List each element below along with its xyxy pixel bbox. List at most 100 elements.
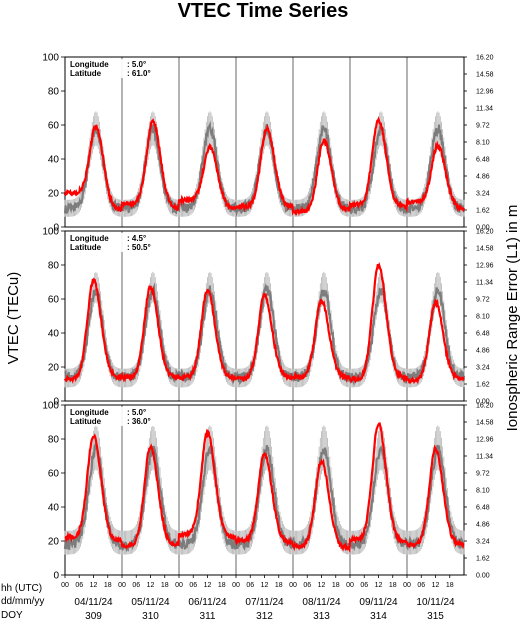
x-axis: 00 06 12 18 04/11/24 309 00 06 12 18 05/11/24 310 00… bbox=[1, 575, 455, 622]
y2-tick-label: 14.58 bbox=[476, 72, 494, 79]
doy-label: 313 bbox=[313, 611, 330, 622]
y2-tick-label: 6.48 bbox=[476, 505, 490, 512]
x-row-label: dd/mm/yy bbox=[1, 596, 44, 607]
y2-tick-label: 0.00 bbox=[476, 225, 490, 232]
longitude-value: : 4.5° bbox=[127, 234, 146, 243]
hour-tick-label: 18 bbox=[275, 582, 283, 589]
y2-tick-label: 1.62 bbox=[476, 556, 490, 563]
longitude-value: : 5.0° bbox=[127, 60, 146, 69]
y2-tick-label: 4.86 bbox=[476, 348, 490, 355]
longitude-label: Longitude bbox=[70, 408, 109, 417]
doy-label: 309 bbox=[85, 611, 102, 622]
vtec-series-line bbox=[64, 422, 465, 554]
y2-tick-label: 12.96 bbox=[476, 89, 494, 96]
panel-1: 0 20 40 60 80 100 0.00 1.62 3.24 4.86 6.48 8.10 9.72… bbox=[42, 53, 493, 234]
hour-tick-label: 18 bbox=[332, 582, 340, 589]
y-tick-label: 40 bbox=[48, 329, 60, 340]
y-tick-label: 60 bbox=[48, 295, 60, 306]
y2-tick-label: 4.86 bbox=[476, 174, 490, 181]
y-tick-label: 100 bbox=[42, 53, 59, 64]
hour-tick-label: 12 bbox=[204, 582, 212, 589]
hour-tick-label: 06 bbox=[132, 582, 140, 589]
y2-tick-label: 14.58 bbox=[476, 420, 494, 427]
hour-tick-label: 18 bbox=[389, 582, 397, 589]
date-label: 10/11/24 bbox=[416, 597, 455, 608]
y2-tick-label: 9.72 bbox=[476, 471, 490, 478]
y2-tick-label: 12.96 bbox=[476, 263, 494, 270]
latitude-label: Latitude bbox=[70, 243, 102, 252]
y2-tick-label: 3.24 bbox=[476, 191, 490, 198]
chart-title: VTEC Time Series bbox=[178, 0, 349, 22]
location-info-bg bbox=[67, 407, 163, 426]
longitude-label: Longitude bbox=[70, 60, 109, 69]
y2-tick-label: 9.72 bbox=[476, 123, 490, 130]
panel-3: 0 20 40 60 80 100 0.00 1.62 3.24 4.86 6.48 8.10 9.72… bbox=[42, 401, 493, 582]
y2-tick-label: 14.58 bbox=[476, 246, 494, 253]
y-tick-label: 80 bbox=[48, 87, 60, 98]
hour-tick-label: 18 bbox=[104, 582, 112, 589]
hour-tick-label: 12 bbox=[375, 582, 383, 589]
y-tick-label: 80 bbox=[48, 435, 60, 446]
latitude-label: Latitude bbox=[70, 417, 102, 426]
y-tick-label: 0 bbox=[53, 397, 59, 408]
longitude-value: : 5.0° bbox=[127, 408, 146, 417]
date-label: 07/11/24 bbox=[245, 597, 284, 608]
y-tick-label: 40 bbox=[48, 503, 60, 514]
x-row-label: DOY bbox=[1, 610, 23, 621]
hour-tick-label: 06 bbox=[417, 582, 425, 589]
hour-tick-label: 06 bbox=[246, 582, 254, 589]
y2-tick-label: 11.34 bbox=[476, 454, 493, 461]
doy-label: 315 bbox=[427, 611, 444, 622]
y-tick-label: 60 bbox=[48, 469, 60, 480]
date-label: 06/11/24 bbox=[188, 597, 227, 608]
y-tick-label: 60 bbox=[48, 121, 60, 132]
date-label: 05/11/24 bbox=[131, 597, 170, 608]
panel-2: 0 20 40 60 80 100 0.00 1.62 3.24 4.86 6.48 8.10 9.72… bbox=[42, 227, 493, 408]
y2-tick-label: 11.34 bbox=[476, 106, 493, 113]
hour-tick-label: 12 bbox=[261, 582, 269, 589]
hour-tick-label: 12 bbox=[90, 582, 98, 589]
y2-tick-label: 16.20 bbox=[476, 403, 494, 410]
y2-tick-label: 0.00 bbox=[476, 399, 490, 406]
y2-tick-label: 8.10 bbox=[476, 314, 490, 321]
y2-tick-label: 8.10 bbox=[476, 140, 490, 147]
doy-label: 314 bbox=[370, 611, 387, 622]
doy-label: 312 bbox=[256, 611, 273, 622]
y-tick-label: 80 bbox=[48, 261, 60, 272]
hour-tick-label: 06 bbox=[75, 582, 83, 589]
y2-tick-label: 8.10 bbox=[476, 488, 490, 495]
hour-tick-label: 18 bbox=[218, 582, 226, 589]
vtec-series-line bbox=[63, 262, 465, 385]
latitude-value: : 61.0° bbox=[127, 69, 151, 78]
hour-tick-label: 00 bbox=[289, 582, 297, 589]
hour-tick-label: 00 bbox=[175, 582, 183, 589]
y2-tick-label: 9.72 bbox=[476, 297, 490, 304]
location-info-bg bbox=[67, 233, 163, 252]
hour-tick-label: 00 bbox=[232, 582, 240, 589]
hour-tick-label: 12 bbox=[318, 582, 326, 589]
doy-label: 310 bbox=[142, 611, 159, 622]
y2-tick-label: 6.48 bbox=[476, 331, 490, 338]
y-tick-label: 20 bbox=[48, 189, 60, 200]
y-tick-label: 0 bbox=[53, 223, 59, 234]
hour-tick-label: 06 bbox=[303, 582, 311, 589]
vtec-series-line bbox=[63, 116, 466, 217]
y2-tick-label: 4.86 bbox=[476, 522, 490, 529]
latitude-label: Latitude bbox=[70, 69, 102, 78]
location-info-bg bbox=[67, 59, 163, 78]
hour-tick-label: 12 bbox=[432, 582, 440, 589]
hour-tick-label: 00 bbox=[118, 582, 126, 589]
hour-tick-label: 06 bbox=[360, 582, 368, 589]
hour-tick-label: 12 bbox=[147, 582, 155, 589]
y-tick-label: 100 bbox=[42, 401, 59, 412]
hour-tick-label: 18 bbox=[161, 582, 169, 589]
latitude-value: : 50.5° bbox=[127, 243, 151, 252]
y2-tick-label: 6.48 bbox=[476, 157, 490, 164]
hour-tick-label: 00 bbox=[61, 582, 69, 589]
latitude-value: : 36.0° bbox=[127, 417, 151, 426]
x-row-label: hh (UTC) bbox=[1, 583, 42, 594]
y2-tick-label: 12.96 bbox=[476, 437, 494, 444]
panels: 0 20 40 60 80 100 0.00 1.62 3.24 4.86 6.48 8.10 9.72… bbox=[42, 53, 493, 582]
hour-tick-label: 18 bbox=[446, 582, 454, 589]
